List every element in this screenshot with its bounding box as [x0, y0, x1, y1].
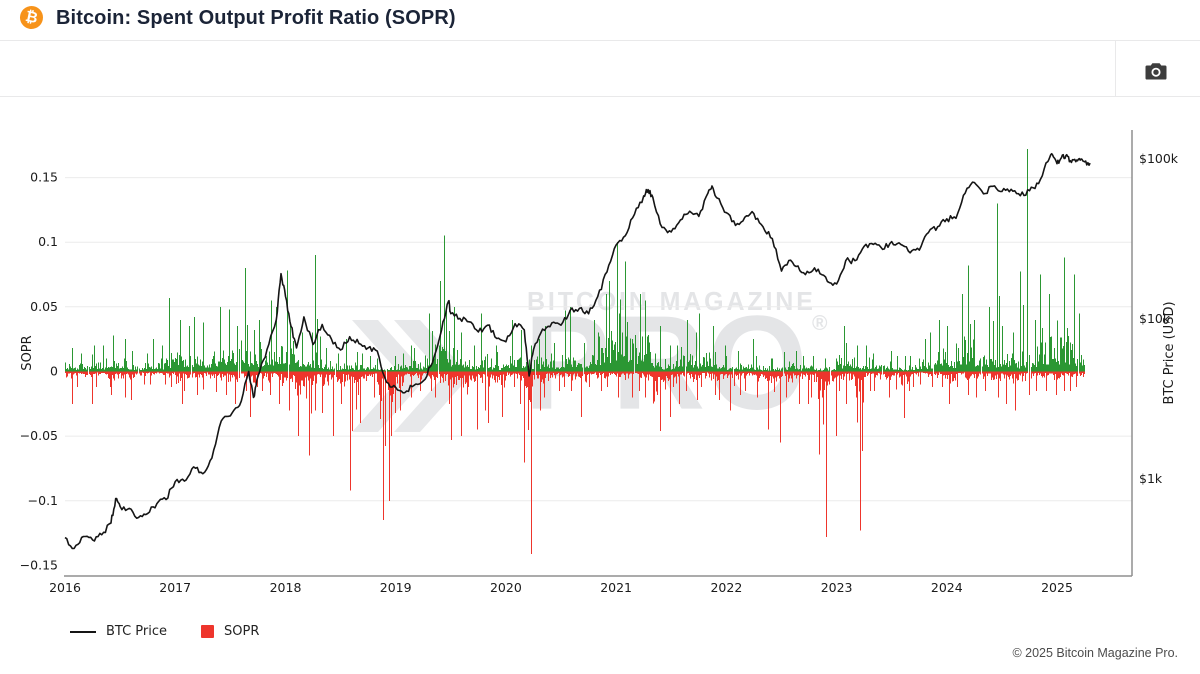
- y-left-tick-label: 0.1: [38, 234, 58, 249]
- camera-icon: [1145, 62, 1167, 80]
- sopr-square-swatch: [201, 625, 215, 638]
- x-tick-label: 2020: [490, 580, 522, 595]
- sopr-bars-positive: [65, 149, 1085, 372]
- x-tick-label: 2019: [380, 580, 412, 595]
- x-tick-label: 2024: [931, 580, 963, 595]
- y-right-tick-label: $100k: [1139, 151, 1179, 166]
- x-tick-label: 2018: [270, 580, 302, 595]
- x-tick-label: 2017: [159, 580, 191, 595]
- y-left-axis-title: SOPR: [20, 335, 35, 370]
- y-left-tick-label: 0: [50, 364, 58, 379]
- legend-label-sopr: SOPR: [224, 624, 260, 639]
- bitcoin-logo-icon: ₿: [17, 3, 46, 32]
- y-left-tick-label: 0.05: [30, 299, 58, 314]
- axis-labels: 0.15 0.1 0.05 0 −0.05 −0.1 −0.15 $100k $10k $1k 20…: [20, 151, 1179, 595]
- camera-screenshot-button[interactable]: [1138, 55, 1174, 85]
- y-left-tick-label: 0.15: [30, 170, 58, 185]
- toolbar-divider: [1115, 41, 1116, 97]
- axis-lines: [64, 130, 1133, 577]
- y-left-tick-label: −0.05: [20, 428, 58, 443]
- x-tick-label: 2021: [600, 580, 632, 595]
- btc-price-line-swatch: [70, 630, 96, 633]
- y-right-tick-label: $10k: [1139, 311, 1171, 326]
- sopr-bars-negative: [65, 371, 1085, 554]
- y-right-axis-title: BTC Price (USD): [1162, 301, 1177, 404]
- chart-legend: BTC Price SOPR: [70, 624, 259, 639]
- y-left-tick-label: −0.1: [28, 493, 58, 508]
- copyright-text: © 2025 Bitcoin Magazine Pro.: [1012, 646, 1178, 660]
- x-tick-label: 2016: [49, 580, 81, 595]
- header: ₿ Bitcoin: Spent Output Profit Ratio (SO…: [0, 0, 1200, 41]
- chart-canvas: 0.15 0.1 0.05 0 −0.05 −0.1 −0.15 $100k $10k $1k 20…: [20, 130, 1179, 595]
- x-tick-label: 2022: [710, 580, 742, 595]
- page-title: Bitcoin: Spent Output Profit Ratio (SOPR…: [56, 7, 456, 29]
- grid-lines: [65, 177, 1132, 502]
- btc-price-line: [64, 152, 1091, 550]
- toolbar: [0, 41, 1200, 97]
- legend-label-btc-price: BTC Price: [106, 624, 168, 639]
- chart-section: BITCOIN MAGAZINE PRO ® 0.15 0.1 0.05 0 −0.05…: [0, 100, 1200, 674]
- y-right-tick-label: $1k: [1139, 471, 1163, 486]
- x-tick-label: 2023: [821, 580, 853, 595]
- x-tick-label: 2025: [1041, 580, 1073, 595]
- y-left-tick-label: −0.15: [20, 557, 58, 572]
